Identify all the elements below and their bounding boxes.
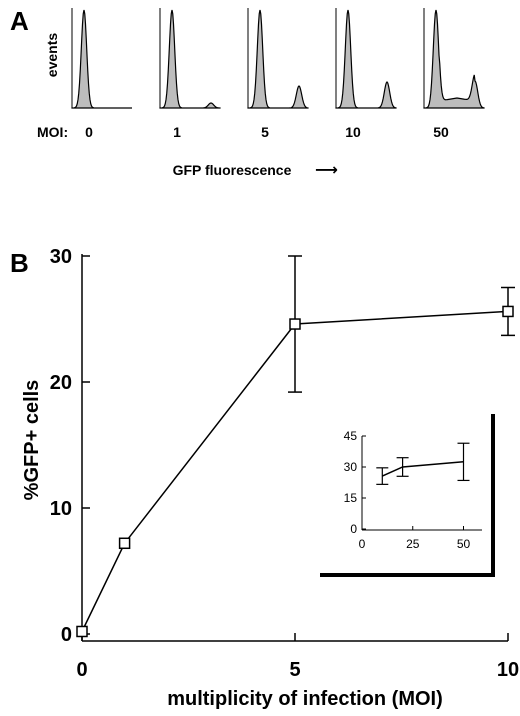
panel-a-moi-prefix: MOI: — [37, 124, 68, 140]
y-tick-label-10: 10 — [50, 498, 72, 520]
inset-plot: 0 15 30 45 0 25 50 — [320, 414, 495, 577]
histogram-1 — [159, 9, 221, 109]
x-tick-label-0: 0 — [76, 659, 87, 681]
y-tick-label-20: 20 — [50, 372, 72, 394]
moi-label-0: 0 — [85, 124, 93, 140]
x-tick-label-5: 5 — [289, 659, 300, 681]
moi-label-50: 50 — [433, 124, 449, 140]
inset-y-tick-label-45: 45 — [344, 429, 358, 443]
panel-b-label: B — [10, 248, 29, 278]
inset-y-tick-label-30: 30 — [344, 460, 358, 474]
histogram-50 — [423, 9, 485, 109]
moi-label-5: 5 — [261, 124, 269, 140]
inset-x-tick-label-50: 50 — [457, 537, 471, 551]
panel-a-histograms — [71, 8, 485, 109]
panel-b-plot: 0 10 20 30 0 5 10 — [50, 246, 519, 681]
data-point-5 — [289, 318, 301, 330]
x-tick-label-10: 10 — [497, 659, 519, 681]
data-point-1 — [118, 537, 131, 550]
series-line — [81, 310, 509, 632]
y-axis-label: %GFP+ cells — [21, 380, 43, 501]
data-point-10 — [502, 305, 514, 318]
moi-label-1: 1 — [173, 124, 181, 140]
moi-label-10: 10 — [345, 124, 361, 140]
data-point-0 — [76, 625, 88, 638]
panel-a-moi-labels: 0 1 5 10 50 — [85, 124, 449, 140]
inset-x-tick-label-25: 25 — [406, 537, 420, 551]
histogram-0 — [71, 9, 132, 109]
panel-a-x-label: GFP fluorescence — [173, 162, 292, 178]
inset-x-tick-label-0: 0 — [359, 537, 366, 551]
histogram-10 — [335, 9, 397, 109]
inset-y-tick-label-0: 0 — [350, 522, 357, 536]
x-axis-label: multiplicity of infection (MOI) — [167, 688, 443, 710]
panel-a-arrow: ⟶ — [315, 162, 338, 179]
inset-y-tick-label-15: 15 — [344, 491, 358, 505]
histogram-5 — [247, 9, 309, 109]
y-tick-label-0: 0 — [61, 624, 72, 646]
y-tick-label-30: 30 — [50, 246, 72, 268]
panel-a-label: A — [10, 6, 29, 36]
panel-a-y-label: events — [44, 33, 60, 78]
inset-series-line — [381, 461, 464, 477]
